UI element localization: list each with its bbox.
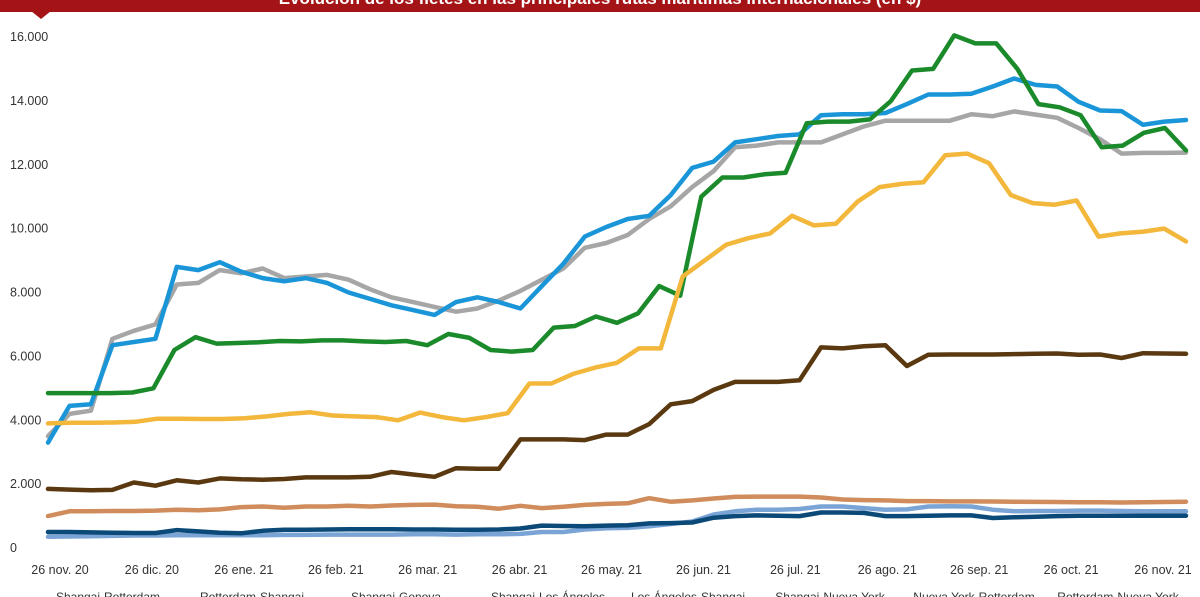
series-lines: [45, 33, 1189, 540]
y-tick-label: 16.000: [10, 30, 48, 44]
x-tick-label: 26 oct. 21: [1044, 563, 1099, 577]
y-axis-ticks: 0 2.000 4.000 6.000 8.000 10.000 12.000 14.000 1…: [10, 30, 48, 555]
x-tick-label: 26 ago. 21: [858, 563, 917, 577]
legend-label: Rotterdam-Shangai: [200, 590, 304, 597]
x-tick-label: 26 sep. 21: [950, 563, 1008, 577]
legend: Shangai-Rotterdam Rotterdam-Shangai Shanga…: [56, 589, 1180, 597]
title-notch: [31, 11, 51, 19]
y-tick-label: 12.000: [10, 158, 48, 172]
series-line-2: [45, 76, 1189, 445]
y-tick-label: 4.000: [10, 413, 41, 427]
x-tick-label: 26 nov. 21: [1134, 563, 1192, 577]
title-bar: Evolución de los fletes en las principal…: [0, 0, 1200, 12]
x-tick-label: 26 jun. 21: [676, 563, 731, 577]
y-tick-label: 14.000: [10, 94, 48, 108]
legend-label: Shangai-Genova: [351, 590, 441, 597]
series-line-1: [45, 109, 1189, 439]
x-tick-label: 26 jul. 21: [770, 563, 821, 577]
y-tick-label: 0: [10, 541, 17, 555]
legend-label: Shangai-Rotterdam: [56, 590, 160, 597]
x-tick-label: 26 dic. 20: [125, 563, 179, 577]
x-tick-label: 26 ene. 21: [214, 563, 273, 577]
x-tick-label: 26 may. 21: [581, 563, 642, 577]
x-tick-label: 26 abr. 21: [492, 563, 548, 577]
series-line-3: [45, 33, 1189, 396]
x-axis-ticks: 26 nov. 20 26 dic. 20 26 ene. 21 26 feb. 21…: [31, 563, 1192, 577]
series-line-5: [45, 342, 1189, 493]
y-tick-label: 8.000: [10, 286, 41, 300]
legend-label: Nueva York-Rotterdam: [913, 590, 1034, 597]
legend-label: Shangai-Nueva York: [775, 590, 885, 597]
legend-label: Rotterdam-Nueva York: [1057, 590, 1179, 597]
series-line-6: [45, 494, 1189, 519]
series-line-8: [45, 510, 1189, 536]
legend-label: Los Ángeles-Shangai: [631, 589, 745, 597]
y-tick-label: 6.000: [10, 349, 41, 363]
y-tick-label: 10.000: [10, 222, 48, 236]
y-tick-label: 2.000: [10, 477, 41, 491]
legend-label: Shangai-Los Ángeles: [491, 589, 605, 597]
x-tick-label: 26 feb. 21: [308, 563, 364, 577]
x-tick-label: 26 nov. 20: [31, 563, 89, 577]
chart-title: Evolución de los fletes en las principal…: [0, 0, 1200, 9]
series-line-4: [45, 151, 1189, 426]
x-tick-label: 26 mar. 21: [398, 563, 457, 577]
